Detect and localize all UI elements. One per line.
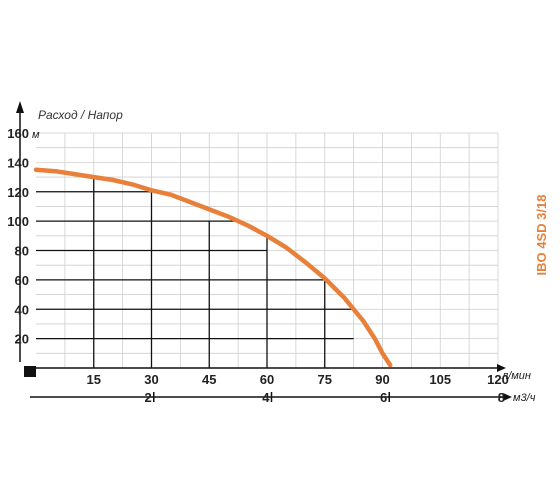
x-tick-labels: 15 30 45 60 75 90 105 120 <box>87 372 509 387</box>
x-tick-label: 60 <box>260 372 274 387</box>
x2-tick-label: 8 <box>498 390 505 405</box>
y-tick-label: 140 <box>7 155 29 170</box>
model-label: IBO 4SD 3/18 <box>534 195 549 276</box>
x-tick-label: 120 <box>487 372 509 387</box>
x2-tick-label: 2 <box>145 390 152 405</box>
x-tick-label: 30 <box>144 372 158 387</box>
x-tick-label: 45 <box>202 372 216 387</box>
series-group <box>33 167 393 368</box>
major-grid <box>36 177 354 368</box>
y-unit-label: м <box>32 129 40 141</box>
series-line <box>33 167 393 368</box>
y-tick-label: 120 <box>7 185 29 200</box>
x-tick-label: 75 <box>318 372 332 387</box>
y-axis-arrowhead-icon <box>16 101 24 113</box>
y-tick-label: 100 <box>7 214 29 229</box>
x-tick-label: 15 <box>87 372 101 387</box>
y-tick-label: 80 <box>15 244 29 259</box>
y-tick-label: 60 <box>15 273 29 288</box>
y-tick-label: 40 <box>15 302 29 317</box>
x-axis-arrowhead-icon <box>497 364 506 372</box>
x2-tick-label: 4 <box>262 390 270 405</box>
x-tick-label: 105 <box>429 372 451 387</box>
y-tick-label: 20 <box>15 332 29 347</box>
y-tick-labels: 20 40 60 80 100 120 140 160 <box>7 126 29 347</box>
chart-title: Расход / Напор <box>38 108 123 122</box>
x2-tick-marks <box>153 392 390 402</box>
x2-axis-arrowhead-icon <box>503 393 512 401</box>
x2-tick-label: 6 <box>380 390 387 405</box>
x2-unit-label: м3/ч <box>513 392 536 404</box>
x2-tick-labels: 2 4 6 8 <box>145 390 505 405</box>
x-unit-label: л/мин <box>501 370 531 382</box>
x-tick-label: 90 <box>375 372 389 387</box>
origin-square-icon <box>24 366 36 377</box>
y-tick-label: 160 <box>7 126 29 141</box>
